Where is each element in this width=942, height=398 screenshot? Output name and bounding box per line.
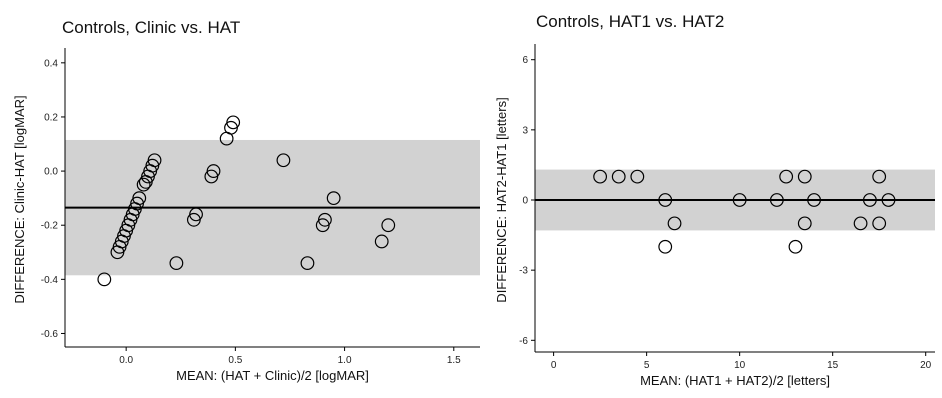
x-tick-label: 10 xyxy=(734,360,746,371)
x-tick-label: 0.5 xyxy=(228,355,242,366)
chart-title: Controls, HAT1 vs. HAT2 xyxy=(536,12,725,31)
data-point xyxy=(797,216,812,231)
data-point xyxy=(374,234,389,249)
y-tick-label: -3 xyxy=(519,266,528,277)
data-point xyxy=(862,193,877,207)
x-tick-label: 5 xyxy=(644,360,650,371)
data-point xyxy=(226,115,241,130)
x-tick-label: 20 xyxy=(920,360,932,371)
y-tick-label: 0 xyxy=(522,196,528,207)
data-point xyxy=(630,169,645,184)
data-point xyxy=(300,256,315,271)
data-point xyxy=(732,193,747,207)
y-tick-label: 0.2 xyxy=(44,112,58,123)
y-tick-label: 0.0 xyxy=(44,167,58,178)
data-point xyxy=(147,153,162,168)
x-axis-label: MEAN: (HAT + Clinic)/2 [logMAR] xyxy=(176,368,369,383)
data-point xyxy=(881,193,896,207)
x-tick-label: 15 xyxy=(827,360,839,371)
y-tick-label: -0.4 xyxy=(41,275,59,286)
y-axis-label: DIFFERENCE: Clinic-HAT [logMAR] xyxy=(12,95,27,303)
data-point xyxy=(206,164,221,178)
bland-altman-plot-hat1-vs-hat2: 6 3 0 -3 -6 0 5 10 15 20 MEAN: (HAT1 + HAT2)/2 [le… xyxy=(494,44,935,388)
data-point xyxy=(593,169,608,184)
data-point xyxy=(769,193,784,207)
chart-panel-hat1-vs-hat2: Controls, HAT1 vs. HAT2 6 3 0 -3 -6 0 5 10 15 20 M… xyxy=(490,0,942,398)
data-point xyxy=(136,177,151,192)
bland-altman-plot-clinic-vs-hat: 0.4 0.2 0.0 -0.2 -0.4 -0.6 0.0 0.5 1.0 1.5 MEAN: (… xyxy=(12,48,480,383)
data-point xyxy=(318,212,332,227)
chart-panel-clinic-vs-hat: Controls, Clinic vs. HAT 0.4 0.2 0.0 -0.2 -0… xyxy=(12,18,480,383)
data-point xyxy=(807,193,821,207)
data-point xyxy=(326,191,341,206)
y-tick-label: -0.2 xyxy=(41,221,59,232)
data-point xyxy=(381,218,396,233)
data-point xyxy=(779,169,794,184)
x-tick-label: 1.5 xyxy=(447,355,461,366)
data-point xyxy=(788,239,803,254)
data-point xyxy=(797,169,812,184)
data-point xyxy=(853,216,868,231)
data-point xyxy=(667,216,682,231)
x-tick-label: 0.0 xyxy=(119,355,133,366)
x-tick-label: 1.0 xyxy=(338,355,352,366)
y-tick-label: 3 xyxy=(522,125,528,136)
data-point xyxy=(189,207,203,222)
data-point xyxy=(132,191,147,206)
data-point xyxy=(97,272,112,287)
y-tick-label: 0.4 xyxy=(44,58,58,69)
data-point xyxy=(276,153,291,168)
y-axis-label: DIFFERENCE: HAT2-HAT1 [letters] xyxy=(494,97,509,302)
data-point xyxy=(872,216,887,231)
data-point xyxy=(169,256,184,271)
data-point xyxy=(611,169,626,184)
data-point xyxy=(658,193,673,207)
chart-title: Controls, Clinic vs. HAT xyxy=(62,18,241,37)
x-tick-label: 0 xyxy=(551,360,557,371)
y-tick-label: 6 xyxy=(522,55,528,66)
data-point xyxy=(872,169,887,184)
y-tick-label: -0.6 xyxy=(41,329,59,340)
x-axis-label: MEAN: (HAT1 + HAT2)/2 [letters] xyxy=(640,373,830,388)
data-point xyxy=(658,239,673,254)
y-tick-label: -6 xyxy=(519,336,528,347)
